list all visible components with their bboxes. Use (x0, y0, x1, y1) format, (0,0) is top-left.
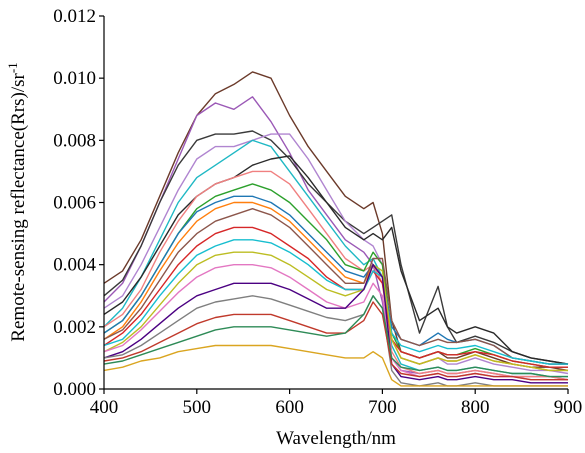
x-tick-label: 400 (90, 397, 119, 418)
y-tick-label: 0.006 (53, 193, 96, 214)
x-tick-label: 800 (461, 397, 490, 418)
x-tick-label: 600 (275, 397, 304, 418)
x-tick-label: 500 (183, 397, 212, 418)
y-tick-label: 0.000 (53, 379, 96, 400)
x-tick-label: 900 (554, 397, 583, 418)
series-line-18 (103, 301, 568, 381)
y-tick-group: 0.000 0.002 0.004 0.006 0.008 0.010 0.012 (53, 6, 104, 400)
series-line-20 (103, 344, 568, 387)
series-line-6 (103, 155, 569, 365)
series-line-8 (103, 183, 568, 368)
series-line-17 (103, 295, 568, 387)
y-tick-label: 0.004 (53, 255, 96, 276)
series-line-3 (103, 130, 569, 365)
y-tick-label: 0.002 (53, 317, 96, 338)
x-axis-title: Wavelength/nm (276, 428, 396, 449)
x-tick-group: 400 500 600 700 800 900 (90, 389, 583, 418)
y-axis-title-superscript: -1 (5, 62, 20, 73)
y-tick-label: 0.010 (53, 68, 96, 89)
series-line-19 (103, 295, 568, 378)
y-axis-title-main: Remote-sensing reflectance(Rrs)/sr (8, 72, 29, 341)
x-tick-label: 700 (368, 397, 397, 418)
series-line-1 (103, 71, 569, 372)
y-axis-title: Remote-sensing reflectance(Rrs)/sr-1 (5, 62, 29, 341)
y-tick-label: 0.012 (53, 6, 96, 27)
y-tick-label: 0.008 (53, 130, 96, 151)
series-line-16 (103, 264, 568, 384)
series-layer (103, 71, 569, 387)
series-line-11 (103, 208, 568, 365)
